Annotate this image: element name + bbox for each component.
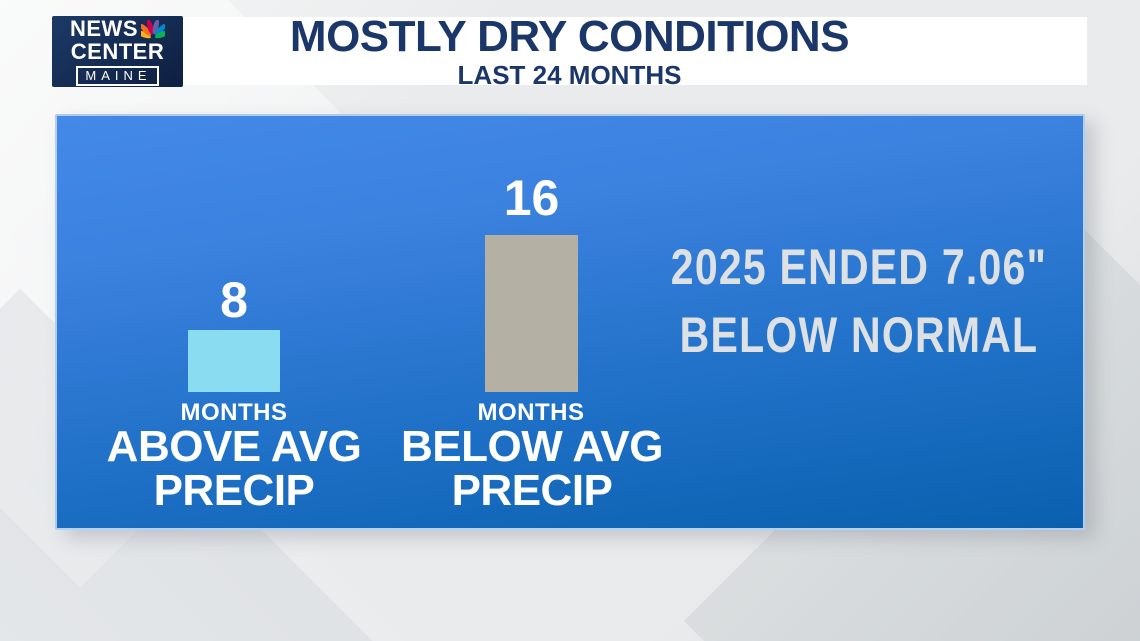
nbc-peacock-icon [141, 19, 165, 38]
bar-value-above-avg: 8 [220, 272, 248, 328]
category-label-above-avg-precip: ABOVE AVG PRECIP [84, 425, 384, 513]
category-label-below-avg-precip: BELOW AVG PRECIP [382, 425, 682, 513]
category-line: ABOVE AVG [106, 422, 362, 471]
logo-text-center: CENTER [70, 38, 165, 64]
bar-value-below-avg: 16 [503, 170, 560, 226]
annotation-2025-precip-departure: 2025 ENDED 7.06" BELOW NORMAL [627, 233, 1091, 369]
annotation-line-2: BELOW NORMAL [679, 307, 1039, 363]
unit-label-below: MONTHS [477, 399, 585, 426]
logo-text-news: NEWS [70, 15, 138, 41]
bar-above-avg-precip [188, 330, 280, 392]
logo-text-maine: MAINE [76, 65, 159, 86]
category-line: PRECIP [153, 466, 315, 515]
category-line: PRECIP [451, 466, 613, 515]
chart-panel: 8 MONTHS ABOVE AVG PRECIP 16 MONTHS BELO… [55, 114, 1085, 530]
category-line: BELOW AVG [401, 422, 663, 471]
bar-below-avg-precip [485, 235, 578, 392]
logo-row: NEWS [70, 15, 165, 41]
page-subtitle: LAST 24 MONTHS [457, 59, 682, 90]
header-band: MOSTLY DRY CONDITIONS LAST 24 MONTHS [52, 11, 1087, 90]
page-title: MOSTLY DRY CONDITIONS [289, 11, 850, 61]
news-center-maine-logo: NEWS CENTER MAINE [52, 16, 183, 87]
unit-label-above: MONTHS [180, 399, 288, 426]
annotation-line-1: 2025 ENDED 7.06" [670, 239, 1048, 295]
